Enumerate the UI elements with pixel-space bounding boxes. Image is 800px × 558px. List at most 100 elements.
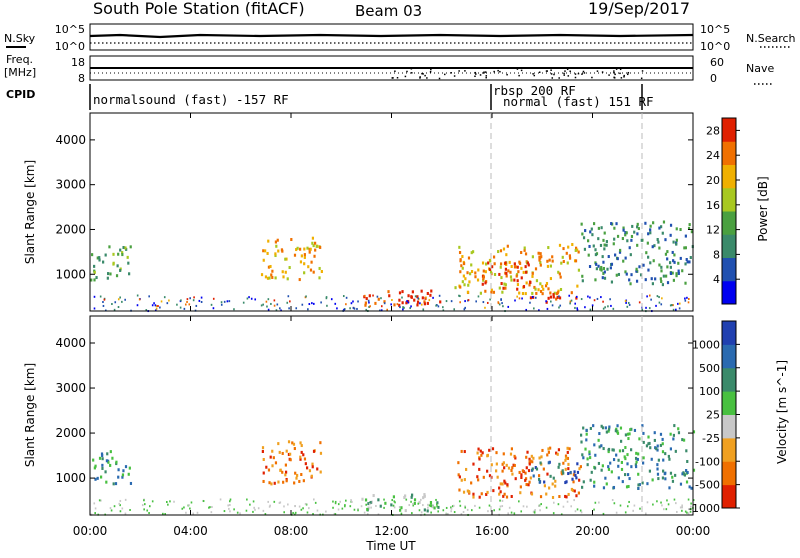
heatmap-cell <box>143 503 146 506</box>
heatmap-cell <box>647 232 650 236</box>
heatmap-cell <box>607 255 610 259</box>
heatmap-cell <box>603 231 606 235</box>
heatmap-cell <box>579 465 582 469</box>
heatmap-cell <box>164 513 166 516</box>
heatmap-cell <box>339 500 341 503</box>
heatmap-cell <box>270 482 273 486</box>
heatmap-cell <box>658 296 660 299</box>
nave-point <box>533 74 536 77</box>
heatmap-cell <box>584 306 586 309</box>
heatmap-cell <box>193 296 195 299</box>
heatmap-cell <box>644 278 647 282</box>
heatmap-cell <box>311 241 314 245</box>
y-tick-label: 2000 <box>55 222 86 236</box>
heatmap-cell <box>363 511 366 514</box>
heatmap-cell <box>510 265 513 269</box>
heatmap-cell <box>507 466 511 470</box>
heatmap-cell <box>420 303 423 306</box>
heatmap-cell <box>524 471 527 475</box>
heatmap-cell <box>468 490 471 494</box>
heatmap-cell <box>127 261 130 265</box>
heatmap-cell <box>620 439 623 443</box>
heatmap-cell <box>105 459 109 463</box>
heatmap-cell <box>646 482 649 486</box>
heatmap-cell <box>284 463 287 467</box>
heatmap-cell <box>311 302 313 305</box>
heatmap-cell <box>520 473 523 477</box>
heatmap-cell <box>487 510 489 513</box>
nave-point <box>394 70 396 72</box>
heatmap-cell <box>276 303 279 306</box>
heatmap-cell <box>284 270 287 274</box>
heatmap-cell <box>287 452 291 456</box>
heatmap-cell <box>209 506 211 509</box>
heatmap-cell <box>664 452 667 456</box>
heatmap-cell <box>678 307 681 310</box>
heatmap-cell <box>541 292 544 296</box>
y-tick-label: 1000 <box>55 267 86 281</box>
x-axis-ticks: 00:00 04:00 08:00 12:00 16:00 20:00 00:00 <box>73 113 710 538</box>
heatmap-cell <box>627 437 630 441</box>
heatmap-cell <box>537 288 540 292</box>
heatmap-cell <box>621 480 624 484</box>
heatmap-cell <box>470 269 474 273</box>
heatmap-cell <box>276 238 279 242</box>
heatmap-cell <box>531 460 534 464</box>
heatmap-cell <box>96 256 99 260</box>
heatmap-cell <box>289 300 291 303</box>
heatmap-cell <box>281 270 284 274</box>
heatmap-cell <box>547 461 550 465</box>
heatmap-cell <box>692 499 695 502</box>
heatmap-cell <box>597 226 600 230</box>
heatmap-cell <box>557 270 560 274</box>
heatmap-cell <box>545 281 549 285</box>
heatmap-cell <box>442 306 444 309</box>
nave-tick-high: 60 <box>710 56 724 69</box>
heatmap-cell <box>91 253 94 257</box>
colorbar-segment <box>722 391 736 415</box>
colorbar-tick-label: 12 <box>706 224 720 237</box>
heatmap-cell <box>593 299 596 302</box>
heatmap-cell <box>387 290 390 294</box>
colorbar-tick-label: 28 <box>706 124 720 137</box>
heatmap-cell <box>582 236 586 240</box>
heatmap-cell <box>357 509 359 512</box>
heatmap-cell <box>545 300 547 303</box>
heatmap-cell <box>281 451 284 455</box>
y-tick-label: 4000 <box>55 133 86 147</box>
heatmap-cell <box>413 498 417 502</box>
heatmap-cell <box>530 492 534 496</box>
heatmap-cell <box>300 254 303 258</box>
heatmap-cell <box>681 504 683 507</box>
heatmap-cell <box>600 424 603 428</box>
heatmap-cell <box>112 482 115 486</box>
heatmap-cell <box>502 452 505 456</box>
heatmap-cell <box>671 250 674 254</box>
heatmap-cell <box>499 265 502 269</box>
heatmap-cell <box>565 495 568 499</box>
heatmap-cell <box>151 304 154 307</box>
heatmap-cell <box>392 504 395 507</box>
cpid-segment-1: normalsound (fast) -157 RF <box>93 92 289 107</box>
heatmap-cell <box>466 508 469 511</box>
heatmap-cell <box>308 303 311 306</box>
frequency-panel: Freq. [MHz] 18 8 60 0 Nave <box>4 53 774 85</box>
heatmap-cell <box>579 509 582 512</box>
nave-point <box>550 73 553 75</box>
heatmap-cell <box>521 469 524 473</box>
heatmap-cell <box>450 507 453 510</box>
heatmap-cell <box>655 304 657 307</box>
heatmap-cell <box>531 291 534 295</box>
heatmap-cell <box>565 251 568 255</box>
heatmap-cell <box>417 502 420 505</box>
heatmap-cell <box>481 451 484 455</box>
heatmap-cell <box>98 256 101 260</box>
heatmap-cell <box>383 302 386 305</box>
heatmap-cell <box>157 305 159 308</box>
nave-point <box>464 70 466 72</box>
heatmap-cell <box>303 457 307 461</box>
heatmap-cell <box>507 269 510 273</box>
heatmap-cell <box>677 271 680 275</box>
heatmap-cell <box>450 510 453 513</box>
heatmap-cell <box>576 284 579 288</box>
